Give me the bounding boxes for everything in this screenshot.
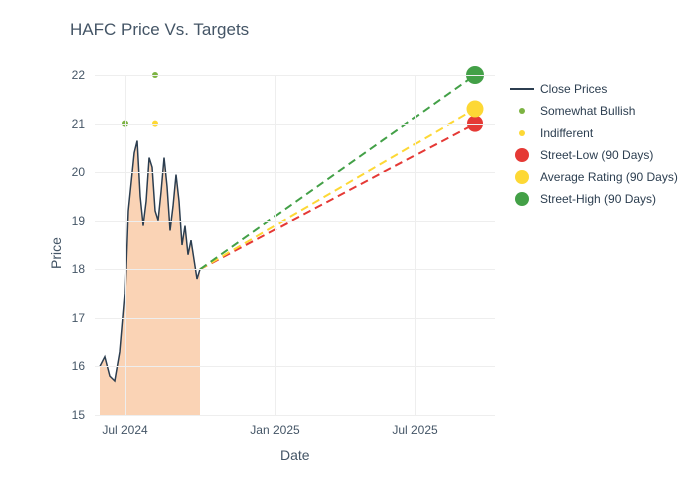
x-tick-label: Jan 2025: [250, 423, 299, 437]
target-line: [200, 109, 475, 269]
price-area: [100, 141, 200, 415]
y-tick-label: 20: [55, 165, 85, 179]
gridline-h: [95, 318, 495, 319]
x-axis-title: Date: [280, 447, 310, 463]
legend-label: Close Prices: [540, 82, 607, 96]
legend-item: Street-Low (90 Days): [510, 146, 678, 164]
x-tick-label: Jul 2025: [392, 423, 437, 437]
legend-label: Somewhat Bullish: [540, 104, 635, 118]
chart-container: HAFC Price Vs. Targets Price Date 151617…: [0, 0, 700, 500]
legend-line-icon: [510, 88, 534, 90]
target-dot: [467, 101, 484, 118]
y-tick-label: 15: [55, 408, 85, 422]
legend: Close Prices Somewhat Bullish Indifferent S…: [510, 80, 678, 212]
y-tick-label: 22: [55, 68, 85, 82]
gridline-h: [95, 269, 495, 270]
chart-svg: [95, 75, 495, 415]
y-tick-label: 21: [55, 117, 85, 131]
y-tick-label: 19: [55, 214, 85, 228]
legend-item: Average Rating (90 Days): [510, 168, 678, 186]
legend-dot-icon: [519, 130, 525, 136]
gridline-h: [95, 221, 495, 222]
gridline-v: [125, 75, 126, 415]
y-tick-label: 16: [55, 359, 85, 373]
legend-label: Average Rating (90 Days): [540, 170, 678, 184]
gridline-h: [95, 172, 495, 173]
gridline-v: [275, 75, 276, 415]
gridline-h: [95, 415, 495, 416]
legend-dot-icon: [515, 170, 529, 184]
legend-dot-icon: [519, 108, 525, 114]
legend-label: Indifferent: [540, 126, 593, 140]
plot-area: Price Date 1516171819202122Jul 2024Jan 2…: [95, 75, 495, 415]
legend-label: Street-High (90 Days): [540, 192, 656, 206]
gridline-h: [95, 366, 495, 367]
legend-item: Close Prices: [510, 80, 678, 98]
legend-item: Somewhat Bullish: [510, 102, 678, 120]
gridline-v: [415, 75, 416, 415]
gridline-h: [95, 124, 495, 125]
legend-label: Street-Low (90 Days): [540, 148, 653, 162]
legend-item: Street-High (90 Days): [510, 190, 678, 208]
target-line: [200, 124, 475, 270]
y-tick-label: 17: [55, 311, 85, 325]
chart-title: HAFC Price Vs. Targets: [70, 20, 249, 40]
legend-dot-icon: [515, 192, 529, 206]
gridline-h: [95, 75, 495, 76]
legend-dot-icon: [515, 148, 529, 162]
x-tick-label: Jul 2024: [102, 423, 147, 437]
y-tick-label: 18: [55, 262, 85, 276]
legend-item: Indifferent: [510, 124, 678, 142]
